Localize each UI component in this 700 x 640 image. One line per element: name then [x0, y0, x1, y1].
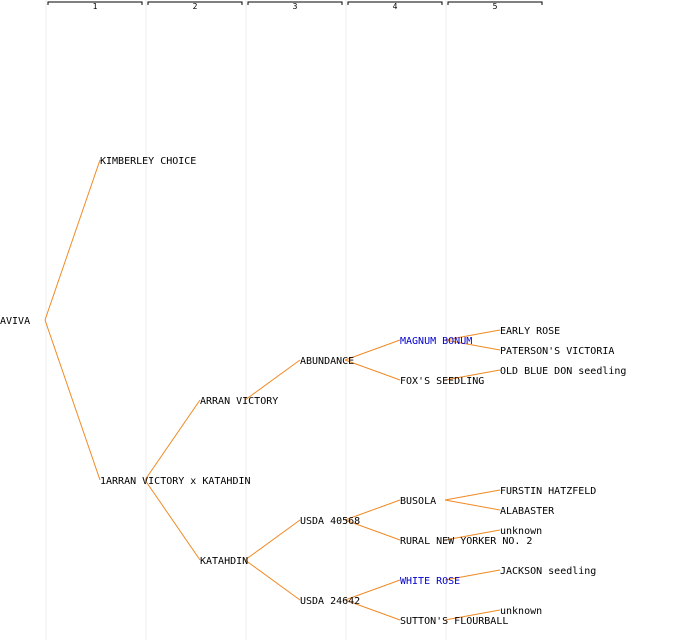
pedigree-node-label: KIMBERLEY CHOICE: [100, 156, 196, 167]
pedigree-edge: [244, 519, 301, 561]
generation-number: 4: [393, 2, 398, 11]
pedigree-edge: [244, 559, 301, 601]
pedigree-edge: [444, 339, 501, 351]
pedigree-edge: [444, 529, 501, 541]
pedigree-node-label: unknown: [500, 606, 542, 617]
pedigree-node-label: WHITE ROSE: [400, 576, 460, 587]
pedigree-edge: [244, 359, 301, 401]
pedigree-edge: [44, 159, 101, 321]
pedigree-node-label: FOX'S SEEDLING: [400, 376, 484, 387]
pedigree-nodes: AVIVA KIMBERLEY CHOICE 1ARRAN VICTORY x KA…: [0, 156, 626, 627]
generation-bracket: [447, 1, 543, 5]
pedigree-edge: [144, 479, 201, 561]
generation-bracket: [47, 1, 143, 5]
generation-columns: 1 2 3 4 5: [45, 0, 543, 640]
pedigree-edge: [344, 519, 401, 541]
pedigree-edge: [344, 599, 401, 621]
pedigree-edge: [444, 489, 501, 501]
pedigree-edge: [144, 399, 201, 481]
pedigree-node-label: 1ARRAN VICTORY x KATAHDIN: [100, 476, 251, 487]
pedigree-node-label: AVIVA: [0, 316, 30, 327]
pedigree-edge: [444, 499, 501, 511]
generation-number: 3: [293, 2, 298, 11]
generation-bracket: [147, 1, 243, 5]
pedigree-node-label: USDA 40568: [300, 516, 360, 527]
pedigree-edge: [344, 499, 401, 521]
pedigree-node-label: USDA 24642: [300, 596, 360, 607]
pedigree-node-label: FURSTIN HATZFELD: [500, 486, 596, 497]
pedigree-edge: [344, 579, 401, 601]
generation-number: 2: [193, 2, 198, 11]
pedigree-node-label: ALABASTER: [500, 506, 555, 517]
generation-bracket: [247, 1, 343, 5]
pedigree-node-label: SUTTON'S FLOURBALL: [400, 616, 508, 627]
pedigree-edge: [444, 369, 501, 381]
generation-number: 1: [93, 2, 98, 11]
pedigree-node-label: unknown: [500, 526, 542, 537]
pedigree-node-label: JACKSON seedling: [500, 566, 596, 577]
pedigree-edge: [444, 569, 501, 581]
pedigree-node-label: OLD BLUE DON seedling: [500, 366, 626, 377]
pedigree-node-label: EARLY ROSE: [500, 326, 560, 337]
pedigree-node-label: BUSOLA: [400, 496, 436, 507]
generation-bracket: [347, 1, 443, 5]
pedigree-edge: [344, 359, 401, 381]
pedigree-edge: [444, 329, 501, 341]
pedigree-edge: [44, 319, 101, 481]
pedigree-node-label: ARRAN VICTORY: [200, 396, 278, 407]
pedigree-node-label: MAGNUM BONUM: [400, 336, 472, 347]
pedigree-node-label: KATAHDIN: [200, 556, 248, 567]
pedigree-node-label: PATERSON'S VICTORIA: [500, 346, 614, 357]
pedigree-edges: [44, 159, 501, 621]
generation-number: 5: [493, 2, 498, 11]
pedigree-edge: [344, 339, 401, 361]
pedigree-node-label: RURAL NEW YORKER NO. 2: [400, 536, 532, 547]
pedigree-edge: [444, 609, 501, 621]
pedigree-node-label: ABUNDANCE: [300, 356, 354, 367]
